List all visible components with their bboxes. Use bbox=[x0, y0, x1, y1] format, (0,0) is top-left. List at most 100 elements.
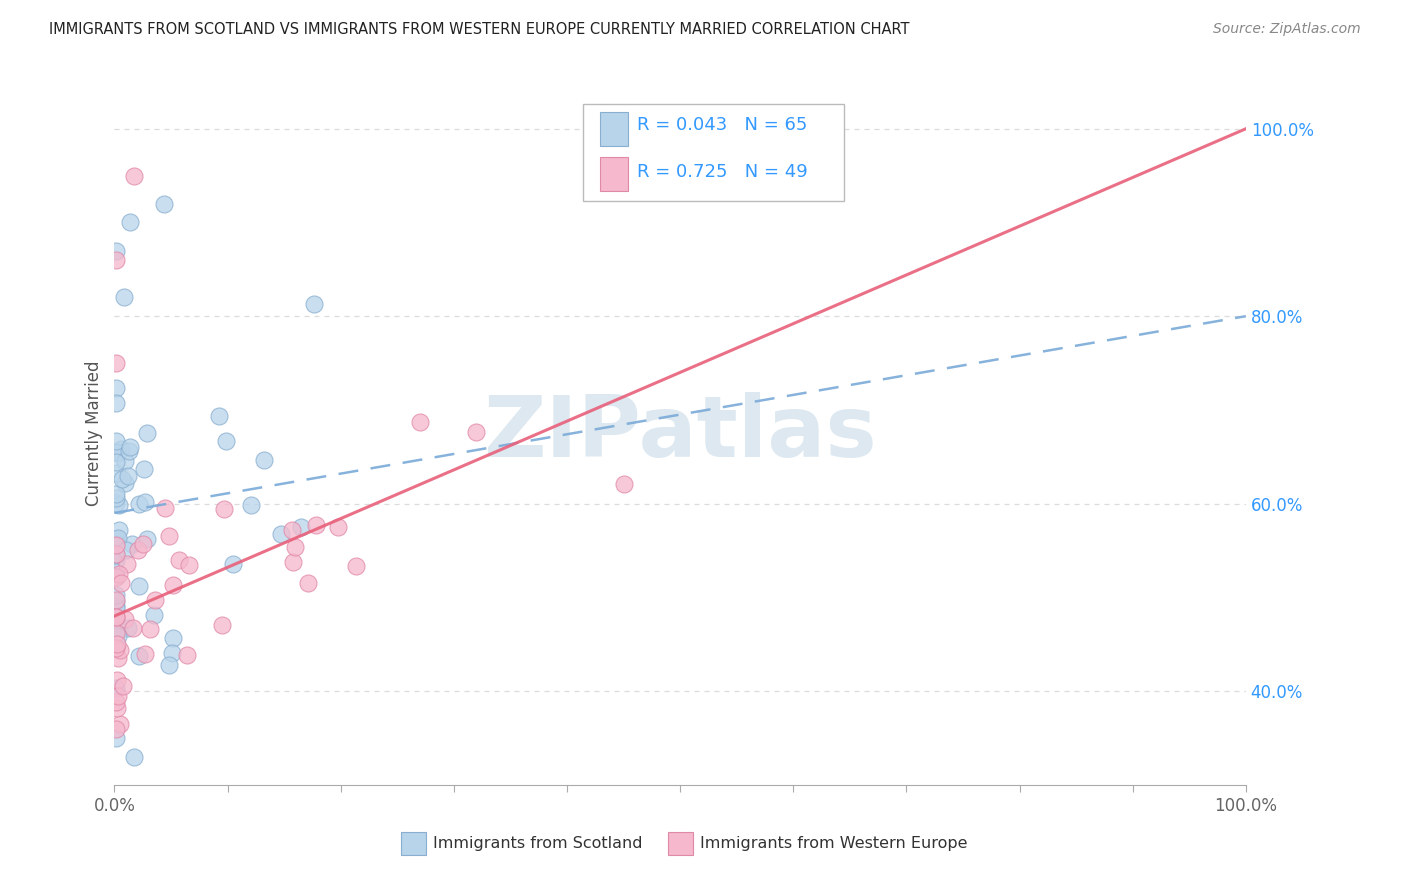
Point bbox=[104, 496, 127, 510]
Point bbox=[105, 594, 128, 608]
Point bbox=[117, 621, 139, 635]
Text: Immigrants from Western Europe: Immigrants from Western Europe bbox=[700, 837, 967, 851]
Text: Source: ZipAtlas.com: Source: ZipAtlas.com bbox=[1213, 22, 1361, 37]
Point bbox=[104, 549, 127, 563]
Point bbox=[105, 615, 128, 630]
Point bbox=[104, 570, 127, 584]
Point bbox=[105, 701, 128, 715]
Point bbox=[110, 442, 132, 456]
Point bbox=[104, 486, 127, 500]
Point bbox=[211, 617, 233, 632]
Point bbox=[118, 440, 141, 454]
Point bbox=[104, 538, 127, 552]
Point bbox=[107, 689, 129, 703]
Point bbox=[107, 446, 129, 460]
Point bbox=[105, 381, 128, 395]
Point bbox=[127, 543, 149, 558]
Point bbox=[104, 609, 127, 624]
Point bbox=[176, 648, 198, 663]
Point bbox=[136, 426, 159, 441]
Point bbox=[104, 640, 127, 655]
Point bbox=[115, 542, 138, 557]
Point bbox=[105, 444, 128, 458]
Point bbox=[104, 588, 127, 602]
Point bbox=[114, 475, 136, 490]
Point bbox=[128, 649, 150, 664]
Point bbox=[270, 527, 292, 541]
Point bbox=[108, 623, 131, 637]
Point bbox=[107, 628, 129, 642]
Point bbox=[104, 547, 127, 561]
Point bbox=[143, 593, 166, 607]
Point bbox=[104, 592, 127, 607]
Point bbox=[208, 409, 231, 424]
Point bbox=[112, 290, 135, 304]
Point bbox=[104, 636, 127, 650]
Text: R = 0.043   N = 65: R = 0.043 N = 65 bbox=[637, 116, 807, 134]
Point bbox=[104, 731, 127, 745]
Point bbox=[104, 252, 127, 267]
Point bbox=[221, 558, 243, 572]
Point bbox=[107, 523, 129, 537]
Point bbox=[134, 647, 156, 661]
Point bbox=[465, 425, 488, 439]
Point bbox=[297, 576, 319, 591]
Text: ZIPatlas: ZIPatlas bbox=[484, 392, 877, 475]
Point bbox=[344, 559, 367, 574]
Y-axis label: Currently Married: Currently Married bbox=[86, 360, 103, 506]
Point bbox=[105, 637, 128, 651]
Point bbox=[104, 434, 127, 449]
Point bbox=[108, 567, 131, 582]
Point bbox=[108, 643, 131, 657]
Point bbox=[104, 356, 127, 370]
Point bbox=[105, 535, 128, 549]
Point bbox=[143, 607, 166, 622]
Point bbox=[131, 537, 153, 551]
Point bbox=[139, 622, 162, 636]
Point bbox=[104, 695, 127, 709]
Point bbox=[118, 443, 141, 458]
Point bbox=[135, 532, 157, 546]
Point bbox=[117, 468, 139, 483]
Point bbox=[305, 518, 328, 533]
Point bbox=[162, 578, 184, 592]
Point bbox=[104, 455, 127, 469]
Point bbox=[108, 498, 131, 512]
Point bbox=[114, 612, 136, 626]
Point bbox=[104, 565, 127, 579]
Point bbox=[105, 466, 128, 480]
Point bbox=[104, 538, 127, 552]
Point bbox=[110, 576, 132, 591]
Point bbox=[215, 434, 238, 448]
Point bbox=[290, 520, 312, 534]
Point bbox=[284, 540, 307, 554]
Point bbox=[114, 454, 136, 468]
Text: IMMIGRANTS FROM SCOTLAND VS IMMIGRANTS FROM WESTERN EUROPE CURRENTLY MARRIED COR: IMMIGRANTS FROM SCOTLAND VS IMMIGRANTS F… bbox=[49, 22, 910, 37]
Point bbox=[104, 570, 127, 584]
Point bbox=[104, 722, 127, 736]
Point bbox=[157, 658, 180, 673]
Point bbox=[107, 531, 129, 545]
Point bbox=[128, 496, 150, 510]
Point bbox=[157, 529, 180, 543]
Point bbox=[214, 501, 236, 516]
Text: R = 0.725   N = 49: R = 0.725 N = 49 bbox=[637, 163, 807, 181]
Point bbox=[326, 520, 349, 534]
Point bbox=[111, 472, 134, 486]
Point bbox=[117, 558, 139, 572]
Text: Immigrants from Scotland: Immigrants from Scotland bbox=[433, 837, 643, 851]
Point bbox=[134, 495, 156, 509]
Point bbox=[108, 716, 131, 731]
Point bbox=[104, 599, 127, 613]
Point bbox=[122, 749, 145, 764]
Point bbox=[122, 621, 145, 635]
Point bbox=[105, 673, 128, 687]
Point bbox=[124, 169, 146, 183]
Point bbox=[104, 553, 127, 567]
Point bbox=[104, 533, 127, 547]
Point bbox=[409, 415, 432, 429]
Point bbox=[239, 498, 262, 512]
Point bbox=[169, 553, 191, 567]
Point bbox=[112, 680, 135, 694]
Point bbox=[612, 476, 634, 491]
